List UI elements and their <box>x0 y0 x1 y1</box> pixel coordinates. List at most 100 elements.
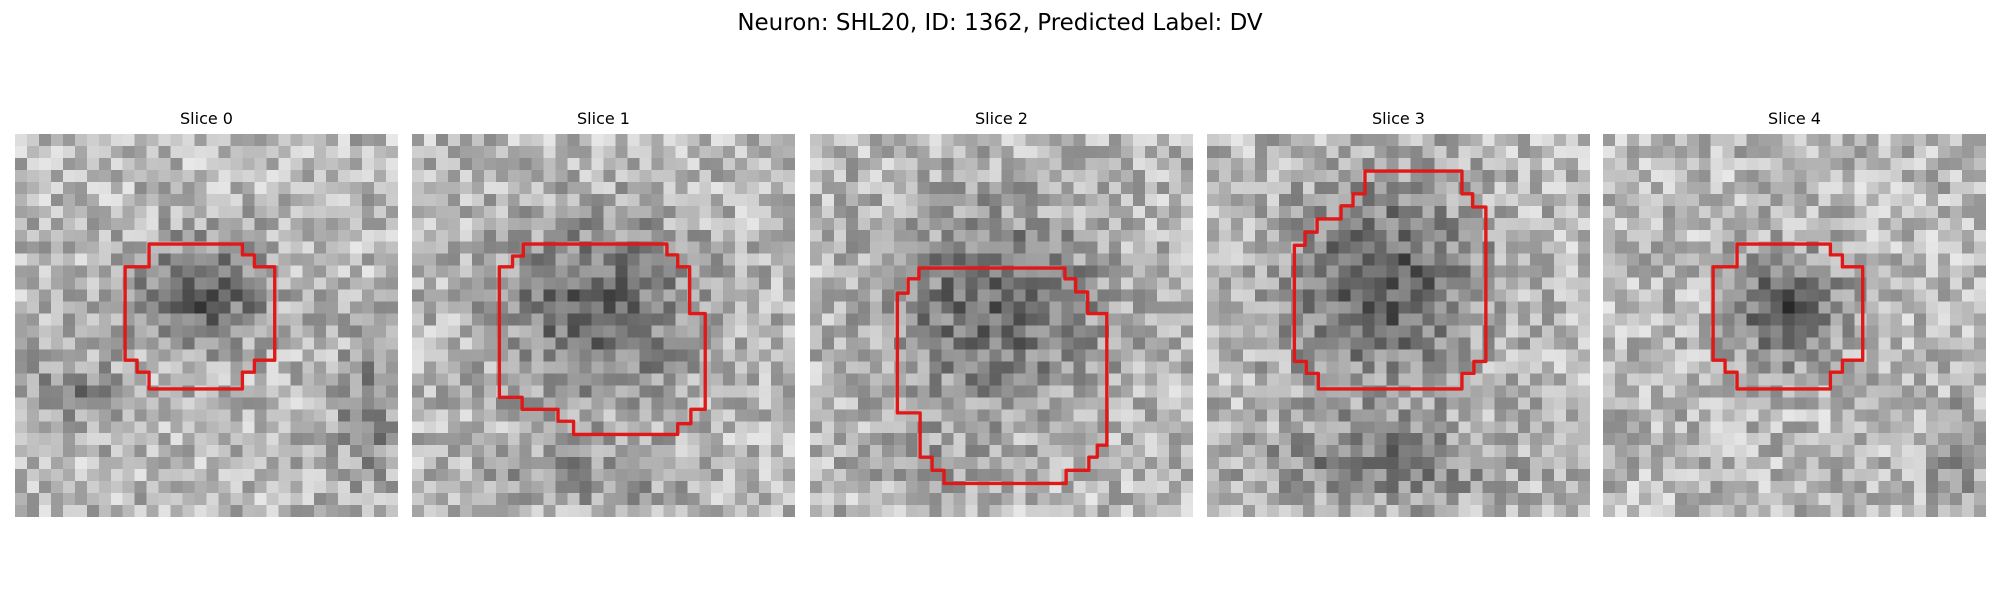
pixel <box>1422 134 1435 147</box>
pixel <box>1290 385 1303 398</box>
pixel <box>1422 313 1435 326</box>
pixel <box>591 361 604 374</box>
pixel <box>1157 349 1170 362</box>
pixel <box>1013 385 1026 398</box>
pixel <box>833 145 847 159</box>
pixel <box>110 229 123 242</box>
pixel <box>266 145 279 159</box>
pixel <box>1806 217 1819 230</box>
pixel <box>735 169 748 183</box>
pixel <box>1362 157 1375 171</box>
pixel <box>459 445 473 458</box>
pixel <box>759 481 772 494</box>
pixel <box>1207 433 1220 446</box>
pixel <box>627 445 640 458</box>
pixel <box>893 253 906 266</box>
pixel <box>1758 181 1771 195</box>
pixel <box>929 157 942 171</box>
pixel <box>531 373 544 386</box>
pixel <box>15 505 28 517</box>
pixel <box>1097 301 1110 314</box>
pixel <box>194 337 207 350</box>
pixel <box>146 433 159 446</box>
pixel <box>1938 134 1951 147</box>
pixel <box>290 505 303 517</box>
pixel <box>1506 445 1519 458</box>
pixel <box>1290 373 1303 386</box>
pixel <box>1434 313 1447 326</box>
figure-title: Neuron: SHL20, ID: 1362, Predicted Label… <box>737 10 1263 36</box>
pixel <box>1518 469 1531 482</box>
pixel <box>1254 241 1268 254</box>
pixel <box>326 481 339 494</box>
pixel <box>1169 397 1182 410</box>
pixel <box>1722 301 1735 314</box>
pixel <box>821 349 835 362</box>
pixel <box>1482 493 1495 506</box>
pixel <box>1181 241 1193 254</box>
pixel <box>1145 289 1158 302</box>
pixel <box>675 325 688 338</box>
pixel <box>1722 337 1735 350</box>
pixel <box>146 325 159 338</box>
pixel <box>374 469 387 482</box>
pixel <box>134 217 147 230</box>
pixel <box>1109 193 1122 207</box>
pixel <box>1722 277 1735 290</box>
pixel <box>1458 445 1471 458</box>
pixel <box>1542 253 1555 266</box>
pixel <box>182 481 195 494</box>
pixel <box>1603 373 1616 386</box>
pixel <box>1938 373 1951 386</box>
pixel <box>1434 217 1447 230</box>
pixel <box>1242 445 1256 458</box>
pixel <box>1350 385 1363 398</box>
pixel <box>1494 337 1507 350</box>
pixel <box>1314 409 1327 422</box>
pixel <box>977 385 990 398</box>
pixel <box>1794 169 1807 183</box>
pixel <box>1025 349 1038 362</box>
pixel <box>447 433 461 446</box>
pixel <box>374 301 387 314</box>
pixel <box>821 385 835 398</box>
pixel <box>1350 301 1363 314</box>
pixel <box>1109 373 1122 386</box>
pixel <box>1326 157 1339 171</box>
pixel <box>1614 134 1628 147</box>
pixel <box>326 433 339 446</box>
pixel <box>266 181 279 195</box>
pixel <box>699 217 712 230</box>
pixel <box>977 301 990 314</box>
pixel <box>1566 265 1579 278</box>
pixel <box>735 289 748 302</box>
pixel <box>1326 457 1339 470</box>
pixel <box>1854 433 1867 446</box>
pixel <box>1470 397 1483 410</box>
pixel <box>1950 157 1963 171</box>
pixel <box>1145 373 1158 386</box>
pixel <box>74 469 88 482</box>
pixel <box>579 265 592 278</box>
pixel <box>1374 481 1387 494</box>
pixel <box>1278 145 1292 159</box>
pixel <box>1878 193 1891 207</box>
pixel <box>266 409 279 422</box>
pixel <box>1650 301 1664 314</box>
pixel <box>711 337 724 350</box>
pixel <box>1013 229 1026 242</box>
pixel <box>1842 337 1855 350</box>
pixel <box>1145 205 1158 219</box>
pixel <box>965 421 978 434</box>
pixel <box>651 325 664 338</box>
pixel <box>1530 277 1543 290</box>
pixel <box>362 145 375 159</box>
pixel <box>1049 181 1062 195</box>
pixel <box>1085 505 1098 517</box>
pixel <box>1494 493 1507 506</box>
pixel <box>471 241 485 254</box>
pixel <box>1145 229 1158 242</box>
pixel <box>110 409 123 422</box>
pixel <box>122 157 135 171</box>
pixel <box>1818 277 1831 290</box>
